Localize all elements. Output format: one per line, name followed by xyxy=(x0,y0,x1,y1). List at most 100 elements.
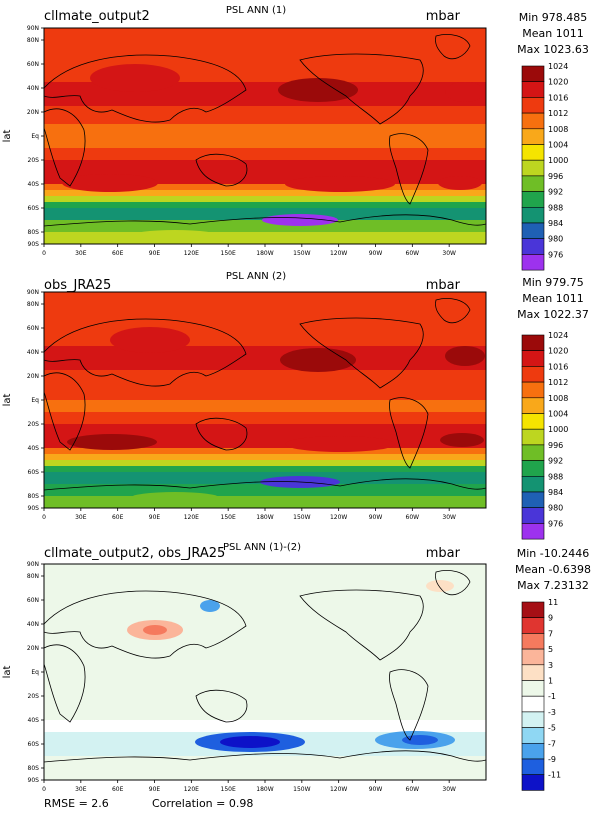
y-tick-label: 60N xyxy=(27,325,39,332)
y-tick-label: 40S xyxy=(28,181,40,188)
colorbar-swatch xyxy=(521,617,545,634)
colorbar-label: 7 xyxy=(548,629,553,638)
panel-2-stat-mean: Mean 1011 xyxy=(522,292,583,305)
colorbar-swatch xyxy=(521,601,545,618)
field-band xyxy=(44,148,486,161)
colorbar-swatch xyxy=(521,238,545,255)
high-south-indian xyxy=(67,434,157,450)
high-south-pacific xyxy=(285,436,395,452)
colorbar-label: -7 xyxy=(548,739,556,748)
y-tick-label: 60N xyxy=(27,597,39,604)
field-band xyxy=(44,46,486,65)
panel-2-ylabel: lat xyxy=(2,394,13,407)
colorbar-label: 988 xyxy=(548,203,563,212)
panel-2-case-name: obs_JRA25 xyxy=(44,278,111,293)
x-tick-label: 0 xyxy=(42,250,46,257)
y-tick-label: 60S xyxy=(28,205,40,212)
coast-eurasia xyxy=(44,318,247,387)
colorbar-swatch xyxy=(521,523,545,540)
colorbar-label: -9 xyxy=(548,755,556,764)
field-band xyxy=(44,756,486,769)
coast-south-america xyxy=(389,397,429,469)
colorbar-swatch xyxy=(521,648,545,666)
x-tick-label: 180W xyxy=(256,514,273,521)
field-band xyxy=(44,28,486,47)
low-antarctic-plateau xyxy=(130,230,220,242)
x-tick-label: 60W xyxy=(406,250,420,257)
x-tick-label: 90E xyxy=(149,250,161,257)
field-band xyxy=(44,328,486,347)
coast-africa xyxy=(44,372,86,451)
panel-2-y-ticks: 90N 80N 60N 40N 20N Eq 20S 40S 60S 80S 90S xyxy=(27,289,44,512)
field-band xyxy=(44,310,486,329)
x-tick-label: 150W xyxy=(293,786,310,793)
x-tick-label: 120E xyxy=(184,786,199,793)
panel-3-stat-mean: Mean -0.6398 xyxy=(515,563,591,576)
colorbar-swatch xyxy=(521,366,545,383)
field-band xyxy=(44,370,486,389)
colorbar-swatch xyxy=(521,65,545,82)
colorbar-label: 992 xyxy=(548,188,563,197)
x-tick-label: 30W xyxy=(442,514,456,521)
field-band xyxy=(44,358,486,371)
x-tick-label: 90W xyxy=(369,786,383,793)
coast-antarctica xyxy=(44,478,486,491)
panel-3-y-ticks: 90N 80N 60N 40N 20N Eq 20S 40S 60S 80S 90S xyxy=(27,561,44,784)
colorbar-swatch xyxy=(521,191,545,208)
panel-1-stat-mean: Mean 1011 xyxy=(522,27,583,40)
panel-1-x-ticks: 0 30E 60E 90E 120E 150E 180W 150W 120W 90W 60W 30W xyxy=(42,244,456,257)
x-tick-label: 0 xyxy=(42,514,46,521)
colorbar-swatch xyxy=(521,413,545,430)
panel-1-ylabel: lat xyxy=(2,130,13,143)
colorbar-label: -3 xyxy=(548,708,556,717)
y-tick-label: 90N xyxy=(27,561,39,568)
colorbar-swatch xyxy=(521,128,545,145)
panel-3-ylabel: lat xyxy=(2,666,13,679)
x-tick-label: 60W xyxy=(406,786,420,793)
anomaly-pacific-south-core xyxy=(220,736,280,748)
panel-2-title: PSL ANN (2) xyxy=(226,271,286,282)
high-siberia xyxy=(110,327,190,353)
panel-2-field-bands xyxy=(44,292,486,508)
high-south-atlantic xyxy=(438,176,482,190)
field-band xyxy=(44,496,486,508)
panel-3: cllmate_output2, obs_JRA25 PSL ANN (1)-(… xyxy=(2,542,591,810)
colorbar-swatch xyxy=(521,334,545,351)
field-band xyxy=(44,232,486,244)
colorbar-label: 1016 xyxy=(548,362,568,371)
panel-1-map xyxy=(44,28,486,244)
coast-australia xyxy=(195,689,248,723)
colorbar-label: 976 xyxy=(548,250,563,259)
panel-1-title: PSL ANN (1) xyxy=(226,5,286,16)
coast-africa xyxy=(44,108,86,187)
panel-1-stat-max: Max 1023.63 xyxy=(517,43,589,56)
panel-1-coastlines xyxy=(44,34,486,227)
y-tick-label: 90N xyxy=(27,289,39,296)
panel-1-colorbar: 1024 1020 1016 1012 1008 1004 1000 996 992 988 984… xyxy=(521,62,568,271)
colorbar-label: 1012 xyxy=(548,109,568,118)
colorbar-swatch xyxy=(521,112,545,130)
colorbar-swatch xyxy=(521,633,545,650)
high-azores xyxy=(445,82,485,102)
colorbar-label: 1020 xyxy=(548,78,568,87)
panel-3-stat-min: Min -10.2446 xyxy=(517,547,589,560)
panel-3-case-name: cllmate_output2, obs_JRA25 xyxy=(44,546,225,561)
coast-antarctica xyxy=(44,214,486,227)
x-tick-label: 60E xyxy=(112,786,124,793)
panel-1-pressure-highs xyxy=(62,64,485,242)
field-band xyxy=(44,124,486,137)
y-tick-label: 20S xyxy=(28,693,40,700)
colorbar-label: 988 xyxy=(548,472,563,481)
colorbar-swatch xyxy=(521,81,545,98)
field-band xyxy=(44,672,486,697)
x-tick-label: 30E xyxy=(75,786,87,793)
x-tick-label: 180W xyxy=(256,786,273,793)
colorbar-label: 1 xyxy=(548,677,553,686)
colorbar-swatch xyxy=(521,680,545,697)
x-tick-label: 180W xyxy=(256,250,273,257)
y-tick-label: 20N xyxy=(27,645,39,652)
panel-1-units: mbar xyxy=(426,9,461,24)
colorbar-swatch xyxy=(521,144,545,161)
colorbar-swatch xyxy=(521,428,545,446)
